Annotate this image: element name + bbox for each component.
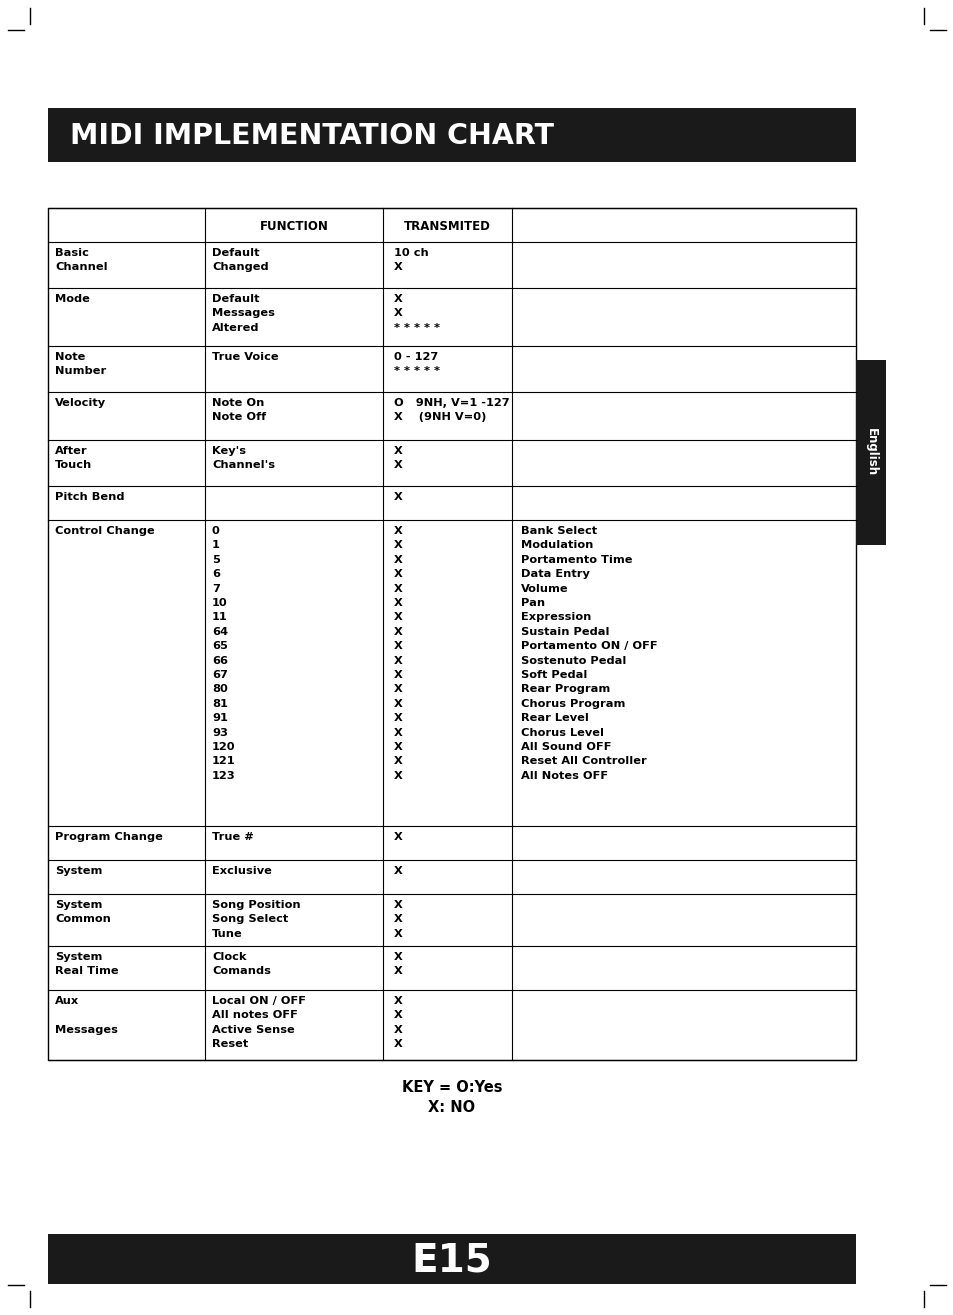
Text: X: X	[394, 492, 402, 502]
Text: System: System	[55, 867, 102, 876]
Text: X
X: X X	[394, 446, 402, 471]
Text: MIDI IMPLEMENTATION CHART: MIDI IMPLEMENTATION CHART	[70, 122, 554, 150]
Text: Aux

Messages: Aux Messages	[55, 995, 118, 1035]
Text: TRANSMITED: TRANSMITED	[404, 220, 491, 233]
Text: Note
Number: Note Number	[55, 352, 106, 376]
Text: English: English	[863, 429, 877, 476]
Text: System
Common: System Common	[55, 899, 111, 924]
Text: 0 - 127
* * * * *: 0 - 127 * * * * *	[394, 352, 439, 376]
Text: Clock
Comands: Clock Comands	[212, 952, 271, 977]
Text: Default
Messages
Altered: Default Messages Altered	[212, 295, 274, 333]
Text: Control Change: Control Change	[55, 526, 154, 537]
Text: Note On
Note Off: Note On Note Off	[212, 398, 266, 422]
Text: Exclusive: Exclusive	[212, 867, 272, 876]
Text: X: X	[394, 832, 402, 842]
Text: Bank Select
Modulation
Portamento Time
Data Entry
Volume
Pan
Expression
Sustain : Bank Select Modulation Portamento Time D…	[520, 526, 657, 781]
Text: 10 ch
X: 10 ch X	[394, 249, 428, 272]
Text: E15: E15	[411, 1241, 492, 1279]
Text: X: NO: X: NO	[428, 1101, 475, 1115]
Text: Mode: Mode	[55, 295, 90, 304]
Text: Key's
Channel's: Key's Channel's	[212, 446, 274, 471]
Text: After
Touch: After Touch	[55, 446, 92, 471]
Text: Local ON / OFF
All notes OFF
Active Sense
Reset: Local ON / OFF All notes OFF Active Sens…	[212, 995, 306, 1049]
Text: Program Change: Program Change	[55, 832, 163, 842]
Text: X
X
* * * * *: X X * * * * *	[394, 295, 439, 333]
Text: Velocity: Velocity	[55, 398, 106, 408]
Bar	[48, 1233, 855, 1283]
Text: KEY = O:Yes: KEY = O:Yes	[401, 1080, 501, 1095]
Text: 0
1
5
6
7
10
11
64
65
66
67
80
81
91
93
120
121
123: 0 1 5 6 7 10 11 64 65 66 67 80 81 91 93 …	[212, 526, 235, 781]
Bar	[48, 108, 855, 162]
Text: O   9NH, V=1 -127
X    (9NH V=0): O 9NH, V=1 -127 X (9NH V=0)	[394, 398, 509, 422]
Text: Song Position
Song Select
Tune: Song Position Song Select Tune	[212, 899, 300, 939]
Text: X
X
X
X
X
X
X
X
X
X
X
X
X
X
X
X
X
X: X X X X X X X X X X X X X X X X X X	[394, 526, 402, 781]
Text: X: X	[394, 867, 402, 876]
Text: Default
Changed: Default Changed	[212, 249, 269, 272]
Text: True #: True #	[212, 832, 253, 842]
Text: X
X
X
X: X X X X	[394, 995, 402, 1049]
Text: True Voice: True Voice	[212, 352, 278, 362]
Text: System
Real Time: System Real Time	[55, 952, 118, 977]
Bar	[855, 360, 885, 544]
Bar	[48, 208, 855, 1060]
Text: X
X
X: X X X	[394, 899, 402, 939]
Text: FUNCTION: FUNCTION	[259, 220, 328, 233]
Text: X
X: X X	[394, 952, 402, 977]
Text: Basic
Channel: Basic Channel	[55, 249, 108, 272]
Text: Pitch Bend: Pitch Bend	[55, 492, 125, 502]
